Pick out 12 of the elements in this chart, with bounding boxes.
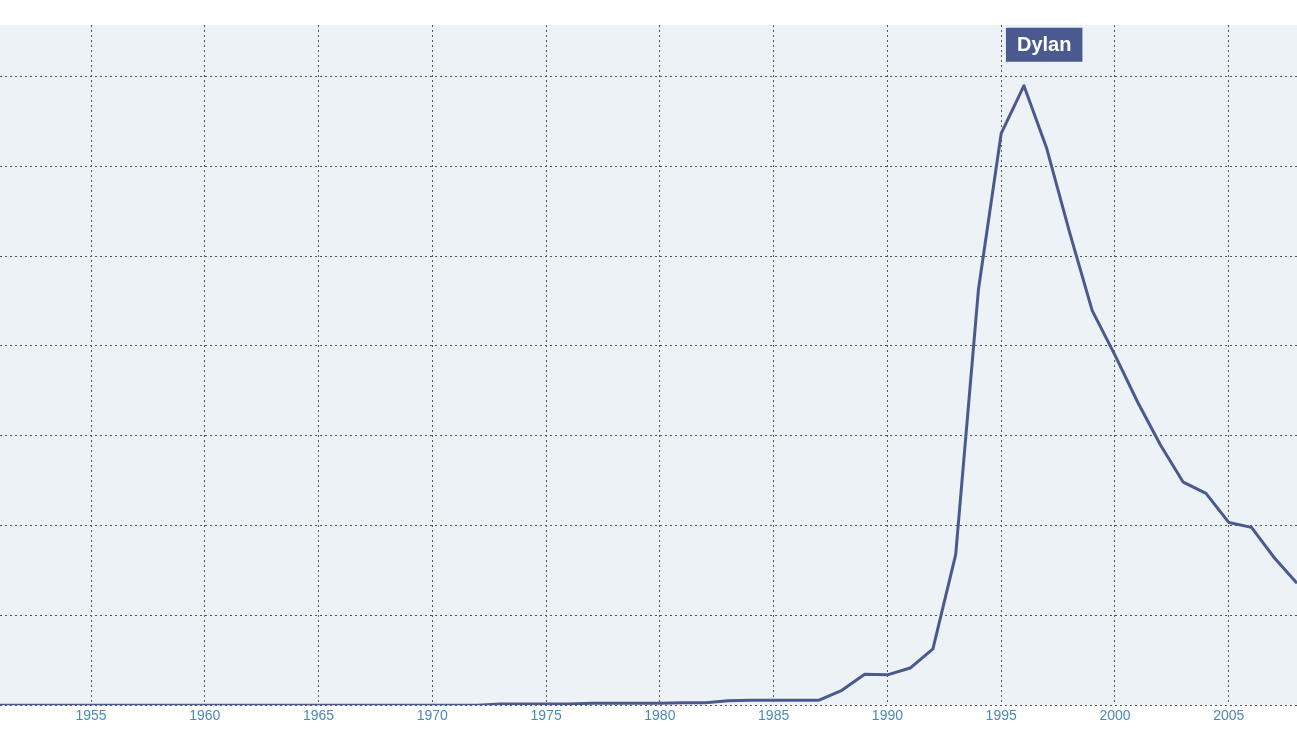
x-tick-label: 1965 — [302, 707, 335, 724]
x-tick-label: 1955 — [75, 707, 107, 724]
x-tick-label: 1970 — [416, 707, 449, 724]
series-label: Dylan — [1016, 33, 1072, 56]
x-tick-label: 2005 — [1213, 707, 1245, 724]
x-tick-label: 1990 — [871, 707, 904, 724]
x-tick-label: 1995 — [985, 707, 1017, 724]
x-tick-label: 1985 — [758, 707, 790, 724]
x-tick-label: 1960 — [189, 707, 221, 724]
x-tick-label: 1975 — [530, 707, 562, 724]
x-tick-label: 1980 — [644, 707, 676, 724]
x-tick-label: 2000 — [1099, 707, 1131, 724]
